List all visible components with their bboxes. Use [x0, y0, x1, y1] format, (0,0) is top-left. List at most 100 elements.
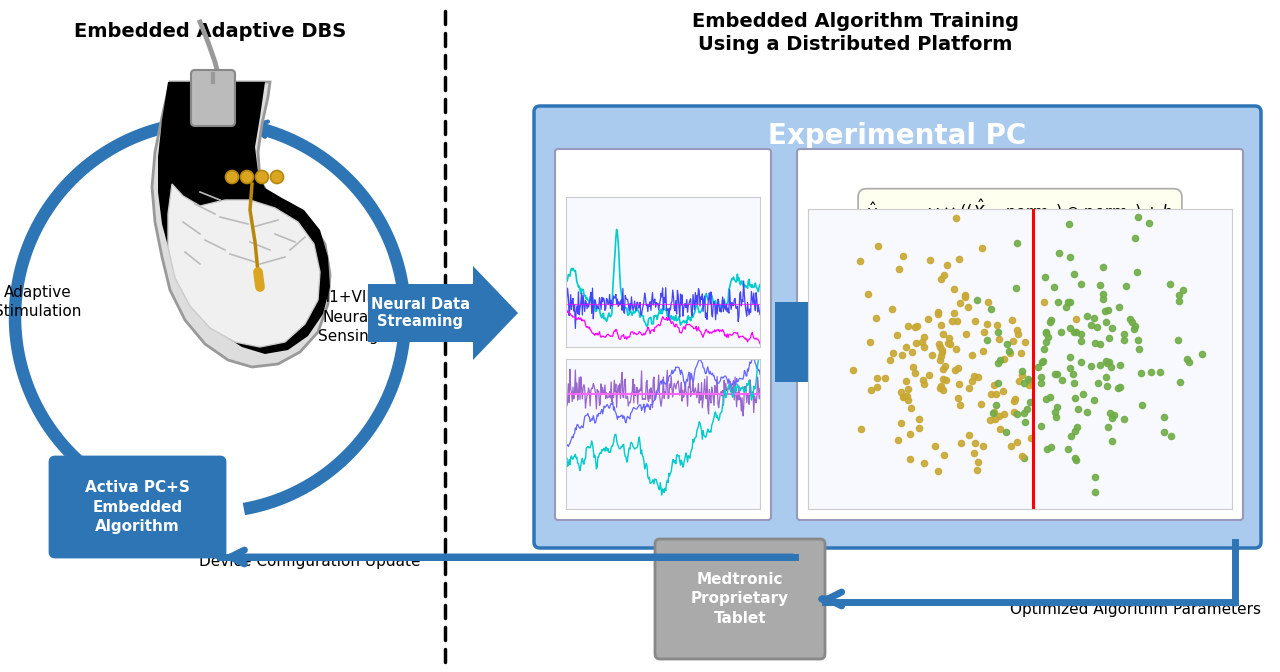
- Point: [933, 269, 954, 280]
- Point: [932, 345, 952, 355]
- Point: [1041, 314, 1061, 325]
- Point: [943, 308, 964, 319]
- Point: [1176, 354, 1197, 365]
- Point: [896, 376, 916, 386]
- Point: [1114, 413, 1134, 424]
- Point: [905, 321, 925, 332]
- Point: [980, 304, 1001, 314]
- Point: [1124, 323, 1144, 334]
- Point: [1012, 370, 1033, 380]
- Point: [1056, 302, 1076, 312]
- Point: [1041, 392, 1061, 403]
- Point: [1047, 401, 1068, 412]
- Point: [1065, 452, 1085, 463]
- Circle shape: [256, 171, 269, 183]
- Point: [1060, 323, 1080, 334]
- Point: [1128, 335, 1148, 345]
- Point: [957, 302, 978, 312]
- Point: [1123, 317, 1143, 327]
- Point: [951, 438, 972, 449]
- Point: [914, 458, 934, 468]
- Point: [1110, 382, 1130, 392]
- Point: [1120, 313, 1140, 324]
- Point: [1002, 335, 1023, 346]
- Point: [1153, 426, 1174, 437]
- Point: [1065, 392, 1085, 403]
- Point: [979, 415, 1000, 425]
- Point: [1006, 282, 1027, 293]
- Point: [977, 335, 997, 345]
- Point: [1170, 376, 1190, 387]
- Point: [933, 364, 954, 374]
- Point: [867, 382, 887, 392]
- Point: [1064, 368, 1084, 379]
- Point: [929, 342, 950, 353]
- Point: [914, 331, 934, 342]
- Point: [1093, 261, 1114, 272]
- Text: Adaptive
Stimulation: Adaptive Stimulation: [0, 285, 82, 319]
- Point: [928, 466, 948, 476]
- Point: [955, 290, 975, 300]
- Point: [1011, 347, 1032, 358]
- Point: [1064, 268, 1084, 279]
- Point: [1128, 211, 1148, 222]
- Point: [887, 434, 908, 445]
- Point: [933, 328, 954, 339]
- Point: [931, 381, 951, 392]
- Point: [1098, 421, 1119, 432]
- Point: [932, 384, 952, 395]
- Point: [900, 403, 920, 414]
- Point: [891, 349, 911, 360]
- Point: [984, 380, 1005, 391]
- Point: [902, 347, 923, 358]
- Point: [933, 374, 954, 384]
- Point: [1093, 289, 1114, 300]
- Point: [1087, 322, 1107, 333]
- Point: [973, 440, 993, 451]
- Point: [900, 454, 920, 464]
- Point: [1096, 355, 1116, 366]
- Point: [1116, 281, 1137, 292]
- Point: [896, 390, 916, 401]
- Point: [1020, 433, 1041, 444]
- Point: [1105, 410, 1125, 421]
- Point: [1047, 297, 1068, 308]
- Point: [925, 440, 946, 451]
- Point: [1060, 363, 1080, 374]
- Point: [868, 241, 888, 251]
- FancyBboxPatch shape: [50, 457, 225, 557]
- Point: [1070, 328, 1091, 339]
- Point: [989, 424, 1010, 435]
- Point: [918, 314, 938, 325]
- Point: [1096, 372, 1116, 382]
- Text: $\hat{y}_0 = -\omega \times ((\hat{X} - norm_1) \odot norm_2) + b$: $\hat{y}_0 = -\omega \times ((\hat{X} - …: [867, 197, 1174, 224]
- Point: [1006, 436, 1027, 447]
- Point: [1179, 356, 1199, 367]
- Point: [1169, 290, 1189, 300]
- Point: [978, 297, 998, 308]
- Point: [892, 251, 913, 261]
- Point: [1000, 348, 1020, 359]
- Point: [1098, 333, 1119, 343]
- Point: [1129, 343, 1149, 354]
- Point: [1098, 356, 1119, 367]
- Point: [909, 413, 929, 424]
- Point: [850, 255, 870, 266]
- Point: [1000, 441, 1020, 452]
- Point: [1071, 336, 1092, 347]
- Point: [1007, 329, 1028, 339]
- Text: Embedded Adaptive DBS: Embedded Adaptive DBS: [74, 22, 346, 41]
- Point: [1028, 362, 1048, 372]
- Point: [988, 378, 1009, 388]
- Point: [1080, 320, 1101, 331]
- Point: [909, 423, 929, 433]
- Point: [1046, 368, 1066, 379]
- Point: [858, 288, 878, 299]
- Point: [919, 370, 940, 381]
- Point: [914, 378, 934, 389]
- Point: [1068, 404, 1088, 415]
- Point: [968, 456, 988, 467]
- Point: [1014, 377, 1034, 388]
- Point: [956, 328, 977, 339]
- Point: [1044, 407, 1065, 417]
